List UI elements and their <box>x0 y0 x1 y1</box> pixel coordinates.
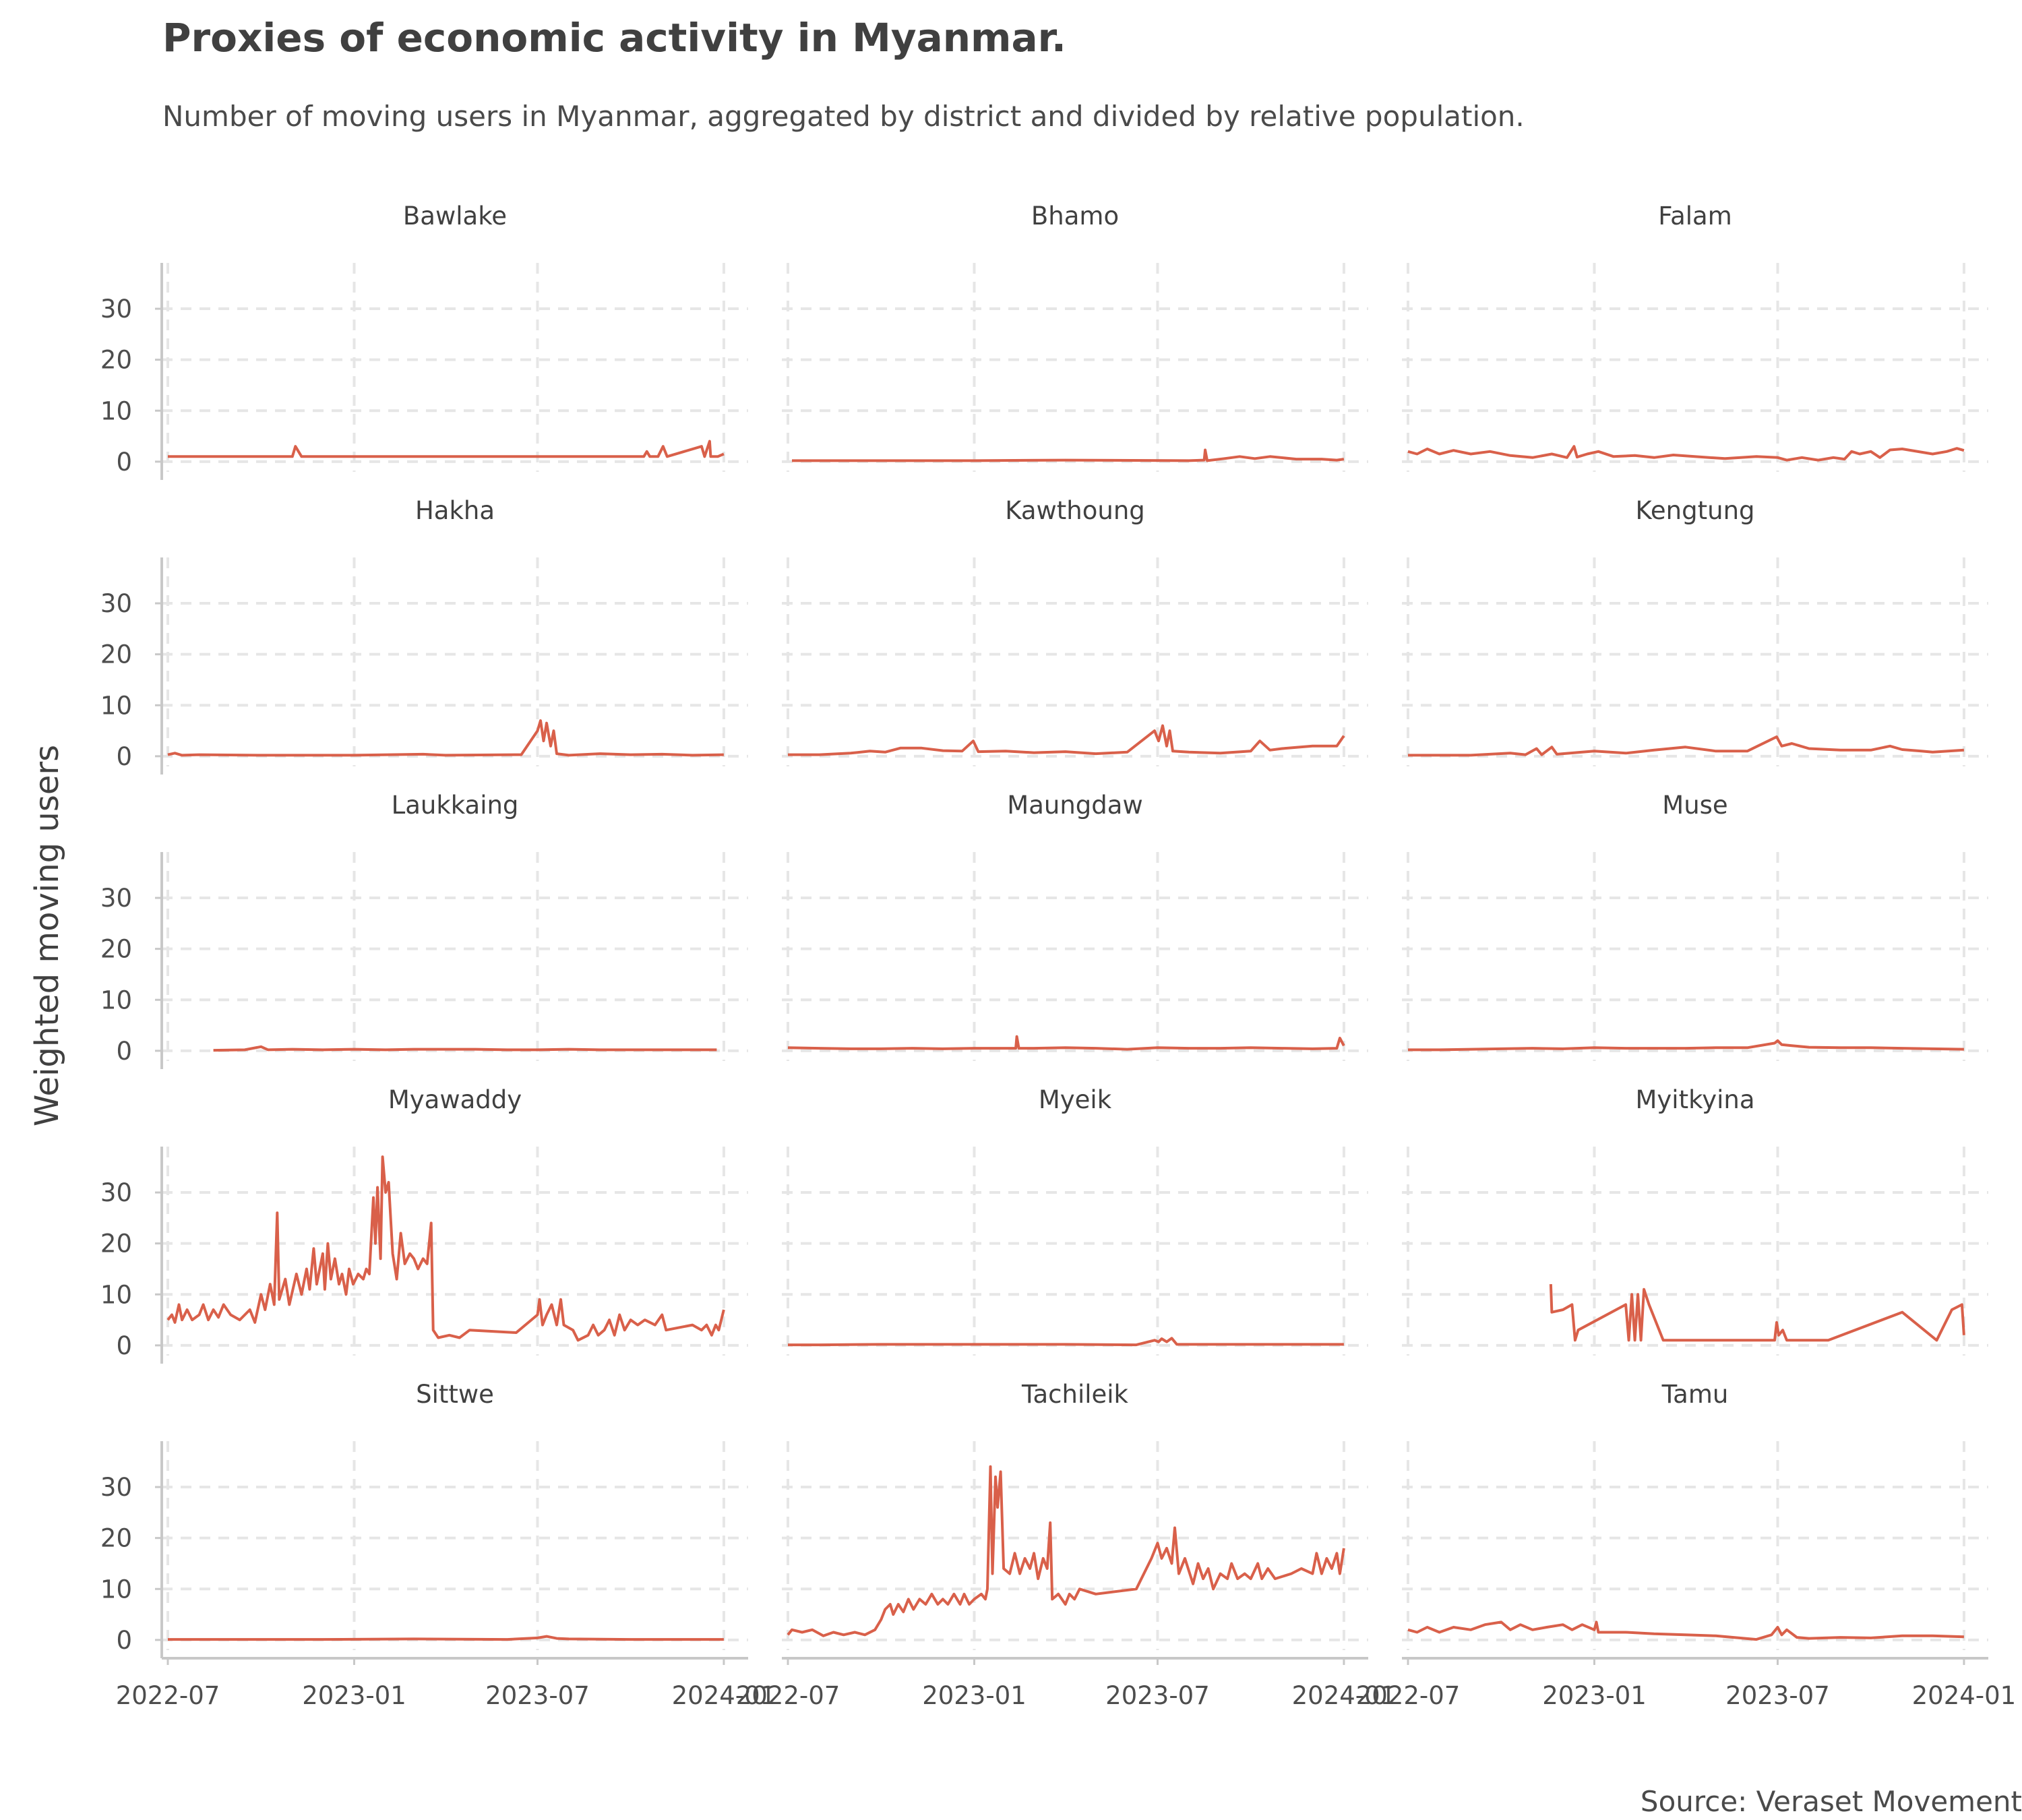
facet-label-tachileik: Tachileik <box>1021 1380 1129 1409</box>
series-line-kengtung <box>1408 735 1965 757</box>
y-tick-label: 10 <box>100 396 132 425</box>
facet-label-hakha: Hakha <box>415 496 495 525</box>
facet-label-kengtung: Kengtung <box>1635 496 1754 525</box>
series-line-laukkaing <box>213 1045 717 1052</box>
y-tick-label: 20 <box>100 935 132 964</box>
series-line-bhamo <box>792 448 1345 462</box>
chart-subtitle: Number of moving users in Myanmar, aggre… <box>162 100 1525 133</box>
series-line-myitkyina <box>1549 1284 1965 1342</box>
y-tick-label: 0 <box>116 448 132 477</box>
y-tick-label: 20 <box>100 1524 132 1553</box>
series-line-tamu <box>1407 1620 1964 1641</box>
series-line-sittwe <box>168 1635 724 1641</box>
y-tick-label: 0 <box>116 742 132 771</box>
facet-label-bawlake: Bawlake <box>403 202 507 231</box>
chart-caption: Source: Veraset Movement <box>1640 1785 2022 1818</box>
y-tick-label: 30 <box>100 295 132 324</box>
facet-label-sittwe: Sittwe <box>416 1380 494 1409</box>
facet-label-bhamo: Bhamo <box>1031 202 1119 231</box>
y-tick-label: 10 <box>100 1575 132 1604</box>
facet-label-myitkyina: Myitkyina <box>1635 1085 1754 1114</box>
y-tick-label: 30 <box>100 1473 132 1502</box>
x-tick-label: 2022-07 <box>736 1681 840 1710</box>
y-axis-label: Weighted moving users <box>28 745 66 1126</box>
series-line-tachileik <box>787 1465 1345 1637</box>
x-tick-label: 2024-01 <box>1912 1681 2017 1710</box>
x-tick-label: 2023-07 <box>485 1681 590 1710</box>
x-tick-label: 2023-07 <box>1105 1681 1210 1710</box>
chart-title: Proxies of economic activity in Myanmar. <box>162 15 1066 61</box>
facet-label-laukkaing: Laukkaing <box>392 791 519 820</box>
series-line-bawlake <box>168 439 725 458</box>
series-line-myeik <box>788 1337 1344 1347</box>
y-tick-label: 30 <box>100 589 132 618</box>
y-tick-label: 20 <box>100 346 132 375</box>
y-tick-label: 20 <box>100 1230 132 1258</box>
series-line-falam <box>1407 445 1965 462</box>
series-line-kawthoung <box>788 724 1345 756</box>
x-tick-label: 2023-01 <box>302 1681 406 1710</box>
facet-label-myeik: Myeik <box>1039 1085 1112 1114</box>
y-tick-label: 20 <box>100 640 132 669</box>
x-tick-label: 2022-07 <box>1356 1681 1461 1710</box>
y-tick-label: 0 <box>116 1331 132 1360</box>
x-tick-label: 2023-01 <box>1542 1681 1647 1710</box>
y-tick-label: 30 <box>100 1178 132 1207</box>
y-tick-label: 0 <box>116 1626 132 1655</box>
y-tick-label: 10 <box>100 691 132 720</box>
facet-label-kawthoung: Kawthoung <box>1005 496 1145 525</box>
x-tick-label: 2024-01 <box>672 1681 776 1710</box>
series-line-muse <box>1408 1039 1964 1052</box>
y-tick-label: 10 <box>100 985 132 1014</box>
x-tick-label: 2022-07 <box>116 1681 220 1710</box>
y-tick-label: 30 <box>100 884 132 913</box>
facet-label-tamu: Tamu <box>1661 1380 1729 1409</box>
x-tick-label: 2023-01 <box>922 1681 1027 1710</box>
series-line-hakha <box>167 719 724 757</box>
series-line-myawaddy <box>166 1155 725 1342</box>
y-tick-label: 10 <box>100 1280 132 1309</box>
x-tick-label: 2023-07 <box>1725 1681 1830 1710</box>
facet-label-maungdaw: Maungdaw <box>1007 791 1142 820</box>
x-tick-label: 2024-01 <box>1292 1681 1397 1710</box>
series-line-maungdaw <box>787 1035 1345 1051</box>
facet-label-muse: Muse <box>1662 791 1727 820</box>
facet-label-falam: Falam <box>1658 202 1732 231</box>
y-tick-label: 0 <box>116 1037 132 1066</box>
facet-label-myawaddy: Myawaddy <box>388 1085 522 1114</box>
